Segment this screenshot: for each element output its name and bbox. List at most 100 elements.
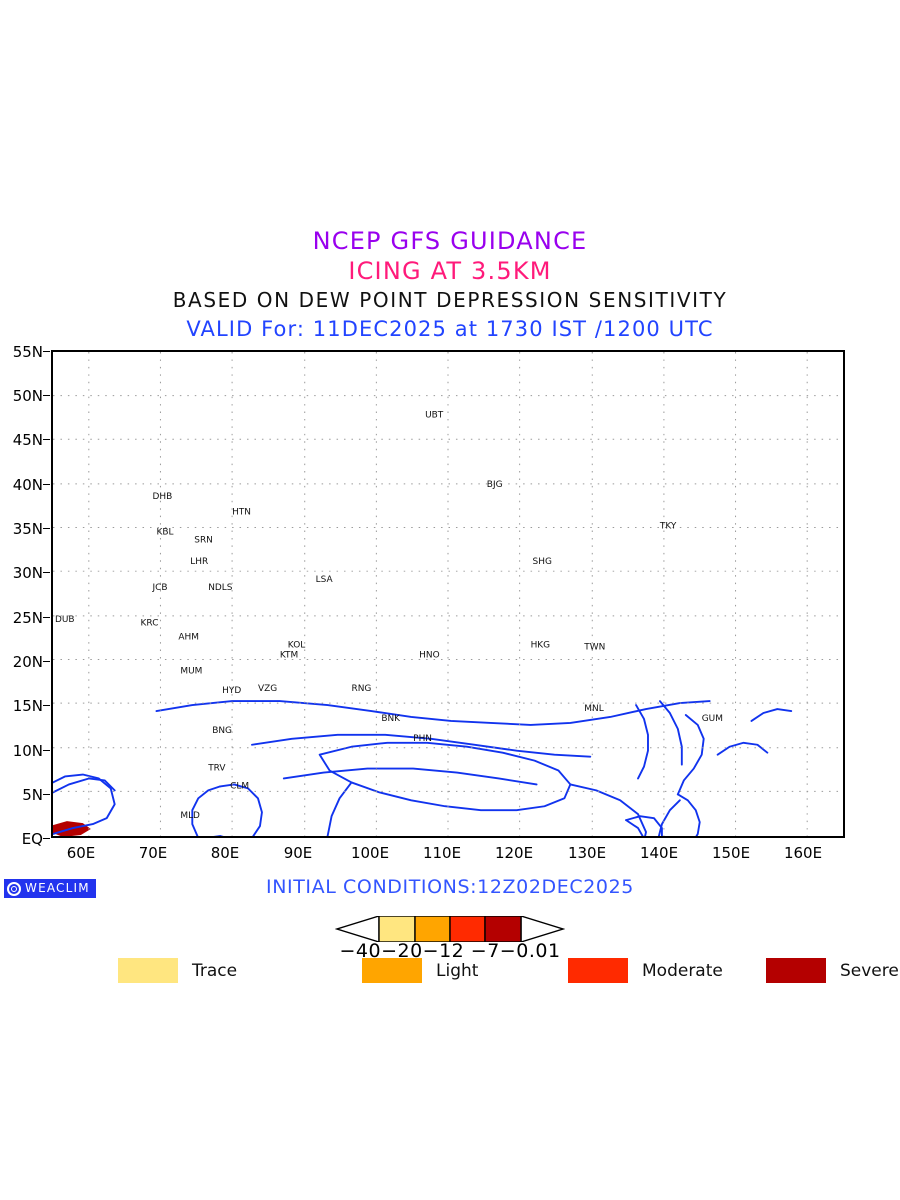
colorbar-left-arrow (335, 916, 380, 942)
y-axis-tick-55N: 55N (0, 345, 50, 360)
chart-subtitle-icing-level: ICING AT 3.5KM (348, 257, 552, 285)
legend-item-trace: Trace (118, 958, 237, 983)
city-label-GUM: GUM (702, 714, 723, 724)
chart-method-note: BASED ON DEW POINT DEPRESSION SENSITIVIT… (172, 288, 728, 312)
x-axis-tick-80E: 80E (210, 844, 240, 862)
y-axis-tick-5N: 5N (0, 788, 50, 803)
city-label-TRV: TRV (207, 764, 226, 774)
city-label-BNG: BNG (212, 726, 232, 736)
y-axis-tick-40N: 40N (0, 478, 50, 493)
city-label-KTM: KTM (280, 650, 298, 660)
legend-swatch-trace (118, 958, 178, 983)
colorbar-cell-severe (484, 916, 522, 942)
x-axis-tick-160E: 160E (783, 844, 823, 862)
y-tick-mark (43, 528, 50, 529)
chart-valid-time: VALID For: 11DEC2025 at 1730 IST /1200 U… (186, 317, 714, 341)
y-axis-tick-45N: 45N (0, 433, 50, 448)
legend-item-moderate: Moderate (568, 958, 723, 983)
city-label-KOL: KOL (288, 641, 305, 651)
y-tick-mark (43, 439, 50, 440)
y-tick-mark (43, 572, 50, 573)
y-axis-tick-35N: 35N (0, 522, 50, 537)
initial-conditions-text: INITIAL CONDITIONS:12Z02DEC2025 (266, 876, 634, 898)
city-label-HTN: HTN (232, 508, 251, 518)
page-title: NCEP GFS GUIDANCE (312, 227, 588, 255)
y-axis-tick-10N: 10N (0, 744, 50, 759)
city-label-TKY: TKY (659, 522, 677, 532)
x-axis-tick-110E: 110E (422, 844, 462, 862)
city-label-HKG: HKG (531, 641, 551, 651)
legend-swatch-severe (766, 958, 826, 983)
city-label-MLD: MLD (180, 811, 200, 821)
legend-label-light: Light (436, 960, 479, 981)
x-axis-tick-140E: 140E (639, 844, 679, 862)
city-label-NDLS: NDLS (208, 583, 233, 593)
city-label-DHB: DHB (152, 492, 172, 502)
coastline-overlay (53, 700, 793, 836)
weaclim-label: WEACLIM (25, 881, 90, 895)
city-label-SHG: SHG (533, 557, 552, 567)
y-tick-mark (43, 838, 50, 839)
city-label-HYD: HYD (222, 686, 241, 696)
colorbar-cell-moderate (449, 916, 486, 942)
legend-item-severe: Severe (766, 958, 899, 983)
legend-swatch-moderate (568, 958, 628, 983)
y-tick-mark (43, 794, 50, 795)
x-axis-tick-100E: 100E (350, 844, 390, 862)
city-label-CLM: CLM (230, 781, 249, 791)
city-label-MUM: MUM (180, 666, 202, 676)
y-axis-tick-25N: 25N (0, 611, 50, 626)
city-label-TWN: TWN (583, 643, 605, 653)
city-label-VZG: VZG (258, 684, 277, 694)
city-label-BJG: BJG (487, 480, 503, 490)
y-axis-tick-20N: 20N (0, 655, 50, 670)
y-tick-mark (43, 750, 50, 751)
y-tick-mark (43, 351, 50, 352)
map-canvas: DUB KRC KBL DHB JCB LHR SRN HTN NDLS AHM… (53, 352, 843, 836)
city-label-HNO: HNO (419, 650, 439, 660)
city-label-LHR: LHR (190, 557, 208, 567)
y-axis-tick-EQ: EQ (0, 832, 50, 847)
x-axis-tick-150E: 150E (711, 844, 751, 862)
colorbar-right-arrow (520, 916, 565, 942)
x-axis-tick-130E: 130E (567, 844, 607, 862)
colorbar-tick-labels: −40−20−12 −7−0.01 (339, 940, 561, 962)
city-label-RNG: RNG (351, 684, 371, 694)
city-label-SRN: SRN (194, 535, 213, 545)
city-label-KRC: KRC (141, 619, 159, 629)
map-gridlines (53, 352, 843, 836)
y-axis-tick-30N: 30N (0, 566, 50, 581)
chart-title-block: NCEP GFS GUIDANCE ICING AT 3.5KM BASED O… (0, 226, 900, 344)
weaclim-logo-badge[interactable]: WEACLIM (4, 879, 96, 898)
city-label-LSA: LSA (316, 575, 334, 585)
x-axis-tick-120E: 120E (494, 844, 534, 862)
city-label-UBT: UBT (425, 410, 444, 420)
legend-swatch-light (362, 958, 422, 983)
city-label-MNL: MNL (584, 704, 603, 714)
y-axis-tick-15N: 15N (0, 699, 50, 714)
city-label-DUB: DUB (55, 615, 75, 625)
y-tick-mark (43, 484, 50, 485)
city-label-KBL: KBL (156, 528, 173, 538)
city-label-BNK: BNK (381, 714, 401, 724)
x-axis-tick-90E: 90E (283, 844, 313, 862)
y-tick-mark (43, 661, 50, 662)
city-label-PHN: PHN (413, 734, 432, 744)
x-axis-tick-70E: 70E (138, 844, 168, 862)
category-legend: Trace Light Moderate Severe (0, 958, 900, 988)
icing-map[interactable]: DUB KRC KBL DHB JCB LHR SRN HTN NDLS AHM… (51, 350, 845, 838)
y-tick-mark (43, 395, 50, 396)
x-axis-tick-60E: 60E (66, 844, 96, 862)
weaclim-circle-icon (7, 881, 21, 896)
colorbar-cell-light (414, 916, 451, 942)
y-tick-mark (43, 617, 50, 618)
legend-label-trace: Trace (192, 960, 238, 981)
city-label-JCB: JCB (151, 583, 167, 593)
y-tick-mark (43, 705, 50, 706)
city-label-layer: DUB KRC KBL DHB JCB LHR SRN HTN NDLS AHM… (55, 410, 723, 821)
city-label-AHM: AHM (178, 633, 199, 643)
legend-label-severe: Severe (840, 960, 899, 981)
colorbar (335, 916, 565, 942)
legend-item-light: Light (362, 958, 478, 983)
